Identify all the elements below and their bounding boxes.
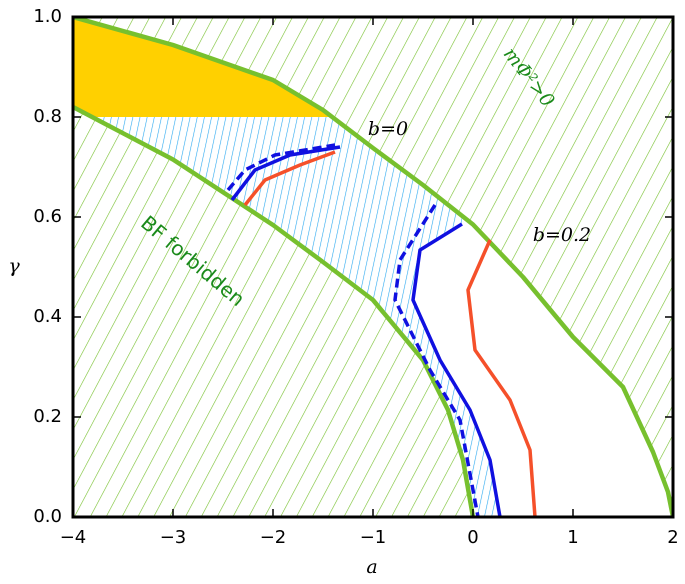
y-axis-label: γ <box>8 255 20 277</box>
x-tick-label: −1 <box>360 527 387 548</box>
x-tick-label: −4 <box>60 527 87 548</box>
curve <box>393 204 480 517</box>
annotation: b=0 <box>368 118 408 140</box>
curve <box>243 150 336 207</box>
x-tick-label: 2 <box>667 527 678 548</box>
curve <box>466 239 537 517</box>
curve <box>226 143 336 192</box>
x-axis-label: a <box>366 556 377 578</box>
x-tick-label: 1 <box>567 527 578 548</box>
y-tick-label: 0.8 <box>33 106 62 127</box>
y-tick-label: 0.6 <box>33 206 62 227</box>
curve <box>73 17 673 517</box>
y-tick-label: 1.0 <box>33 6 62 27</box>
curve <box>73 105 476 517</box>
x-tick-label: 0 <box>467 527 478 548</box>
x-tick-label: −2 <box>260 527 287 548</box>
plot-area <box>73 17 673 517</box>
y-tick-label: 0.2 <box>33 406 62 427</box>
y-tick-label: 0.4 <box>33 306 62 327</box>
y-tick-label: 0.0 <box>33 506 62 527</box>
curve <box>411 222 502 517</box>
x-tick-label: −3 <box>160 527 187 548</box>
annotation: b=0.2 <box>533 224 591 246</box>
curve <box>230 145 341 202</box>
